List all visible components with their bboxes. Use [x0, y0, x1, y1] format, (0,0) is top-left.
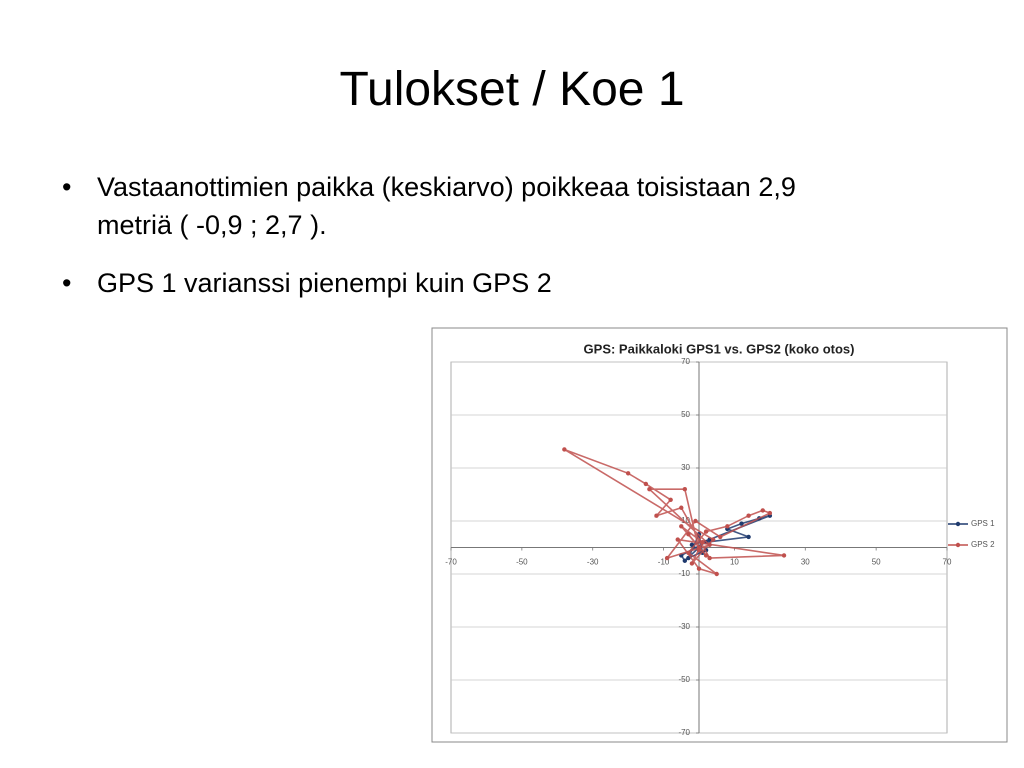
- x-tick-label: -10: [658, 558, 670, 567]
- data-point: [696, 566, 702, 571]
- data-point: [760, 508, 765, 513]
- data-point: [664, 555, 670, 561]
- y-tick-label: 50: [681, 410, 690, 419]
- data-point: [689, 542, 695, 548]
- y-tick-label: -30: [678, 622, 690, 631]
- x-tick-label: -70: [445, 558, 457, 567]
- data-point: [647, 487, 652, 492]
- data-point: [700, 540, 705, 545]
- data-point: [625, 471, 631, 476]
- data-point: [682, 487, 688, 492]
- x-tick-label: -50: [516, 558, 528, 567]
- data-point: [781, 553, 787, 558]
- data-point: [693, 518, 698, 524]
- data-point: [707, 542, 712, 548]
- bullet: Vastaanottimien paikka (keskiarvo) poikk…: [62, 168, 842, 244]
- data-point: [746, 534, 751, 540]
- data-point: [562, 447, 567, 452]
- chart-title: GPS: Paikkaloki GPS1 vs. GPS2 (koko otos…: [584, 341, 855, 356]
- data-point: [696, 547, 702, 553]
- data-point: [703, 529, 709, 534]
- bullet-list: Vastaanottimien paikka (keskiarvo) poikk…: [62, 168, 842, 322]
- x-tick-label: 30: [801, 558, 810, 567]
- data-point: [710, 537, 716, 542]
- data-point: [767, 510, 773, 516]
- data-point: [725, 524, 730, 529]
- legend-label: GPS 2: [971, 540, 995, 549]
- x-tick-label: 70: [943, 558, 952, 567]
- data-point: [643, 481, 649, 487]
- data-point: [686, 555, 691, 561]
- data-point: [675, 537, 680, 542]
- data-point: [679, 505, 684, 510]
- x-tick-label: 10: [730, 558, 739, 567]
- x-tick-label: -30: [587, 558, 599, 567]
- data-point: [707, 555, 712, 561]
- data-point: [703, 553, 709, 558]
- data-point: [682, 558, 688, 563]
- legend-marker: [955, 542, 961, 548]
- data-point: [686, 550, 691, 555]
- data-point: [679, 524, 684, 529]
- y-tick-label: -10: [678, 569, 690, 578]
- legend-label: GPS 1: [971, 519, 995, 528]
- legend-marker: [955, 521, 961, 527]
- data-point: [739, 521, 744, 526]
- data-point: [654, 513, 659, 518]
- y-tick-label: 30: [681, 463, 690, 472]
- bullet: GPS 1 varianssi pienempi kuin GPS 2: [62, 264, 842, 302]
- y-tick-label: 70: [681, 357, 690, 366]
- y-tick-label: 10: [681, 516, 690, 525]
- data-point: [689, 561, 695, 566]
- data-point: [718, 534, 723, 540]
- data-point: [714, 571, 719, 577]
- slide-title: Tulokset / Koe 1: [339, 63, 685, 116]
- x-tick-label: 50: [872, 558, 881, 567]
- y-tick-label: -70: [678, 728, 690, 737]
- y-tick-label: -50: [678, 675, 690, 684]
- data-point: [746, 513, 751, 518]
- data-point: [668, 497, 673, 502]
- data-point: [686, 532, 691, 537]
